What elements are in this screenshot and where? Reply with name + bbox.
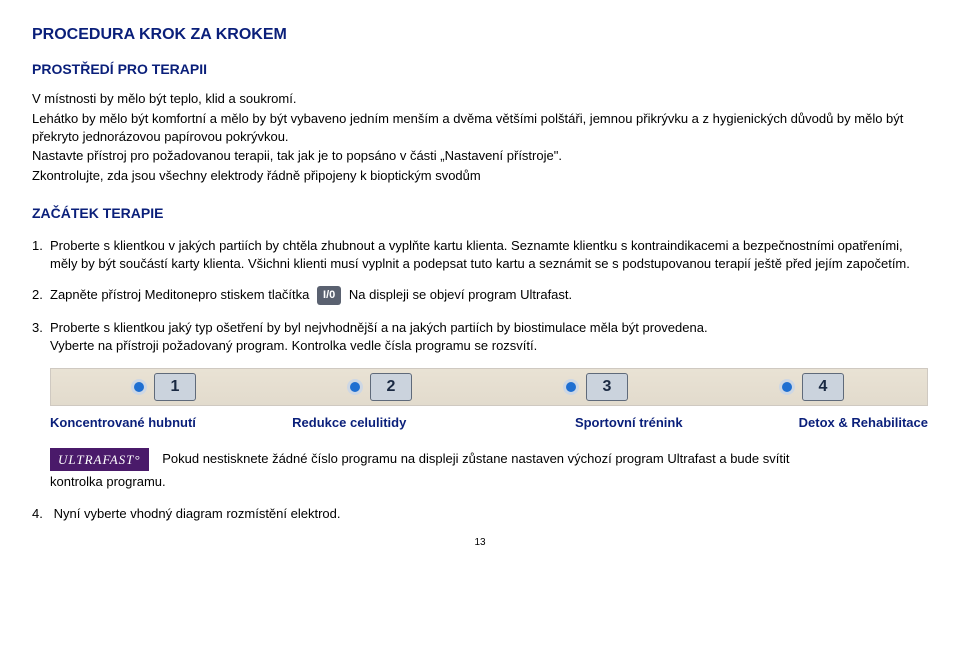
environment-paragraphs: V místnosti by mělo být teplo, klid a so… — [32, 90, 928, 184]
page-title: PROCEDURA KROK ZA KROKEM — [32, 24, 928, 46]
page-number: 13 — [32, 536, 928, 550]
led-icon — [782, 382, 792, 392]
step-3-text-a: Proberte s klientkou jaký typ ošetření b… — [50, 320, 708, 335]
step-4: 4. Nyní vyberte vhodný diagram rozmístěn… — [32, 505, 928, 523]
step-2-text-a: Zapněte přístroj Meditonepro stiskem tla… — [50, 287, 309, 302]
ultrafast-text: Pokud nestisknete žádné číslo programu n… — [162, 451, 789, 466]
program-labels-row: Koncentrované hubnutí Redukce celulitidy… — [50, 414, 928, 432]
ultrafast-note-cont: kontrolka programu. — [50, 473, 928, 491]
program-cell-1: 1 — [57, 373, 273, 401]
program-number-1: 1 — [154, 373, 196, 401]
section-environment-heading: PROSTŘEDÍ PRO TERAPII — [32, 60, 928, 79]
program-cell-2: 2 — [273, 373, 489, 401]
ultrafast-badge: ULTRAFAST° — [50, 448, 149, 472]
program-label-2: Redukce celulitidy — [250, 414, 500, 432]
program-number-4: 4 — [802, 373, 844, 401]
program-label-3: Sportovní trénink — [499, 414, 729, 432]
env-line-2: Lehátko by mělo být komfortní a mělo by … — [32, 110, 928, 145]
env-line-4: Zkontrolujte, zda jsou všechny elektrody… — [32, 167, 928, 185]
step-3: 3.Proberte s klientkou jaký typ ošetření… — [32, 319, 928, 354]
step-1: 1.Proberte s klientkou v jakých partiích… — [32, 237, 928, 272]
led-icon — [350, 382, 360, 392]
program-label-1: Koncentrované hubnutí — [50, 414, 250, 432]
env-line-3: Nastavte přístroj pro požadovanou terapi… — [32, 147, 928, 165]
program-cell-4: 4 — [705, 373, 921, 401]
step-4-text: Nyní vyberte vhodný diagram rozmístění e… — [54, 506, 341, 521]
step-1-text: Proberte s klientkou v jakých partiích b… — [50, 238, 910, 271]
ultrafast-note: ULTRAFAST° Pokud nestisknete žádné číslo… — [50, 448, 928, 472]
therapy-steps-list-cont: 4. Nyní vyberte vhodný diagram rozmístěn… — [32, 505, 928, 523]
program-cell-3: 3 — [489, 373, 705, 401]
program-number-2: 2 — [370, 373, 412, 401]
step-2: 2.Zapněte přístroj Meditonepro stiskem t… — [32, 286, 928, 305]
program-selector-strip: 1 2 3 4 — [50, 368, 928, 406]
step-2-text-b: Na displeji se objeví program Ultrafast. — [349, 287, 572, 302]
led-icon — [134, 382, 144, 392]
therapy-steps-list: 1.Proberte s klientkou v jakých partiích… — [32, 237, 928, 354]
led-icon — [566, 382, 576, 392]
program-number-3: 3 — [586, 373, 628, 401]
program-label-4: Detox & Rehabilitace — [729, 414, 929, 432]
section-start-heading: ZAČÁTEK TERAPIE — [32, 204, 928, 223]
power-button-icon: I/0 — [317, 286, 341, 305]
step-3-text-b: Vyberte na přístroji požadovaný program.… — [50, 337, 928, 355]
env-line-1: V místnosti by mělo být teplo, klid a so… — [32, 90, 928, 108]
